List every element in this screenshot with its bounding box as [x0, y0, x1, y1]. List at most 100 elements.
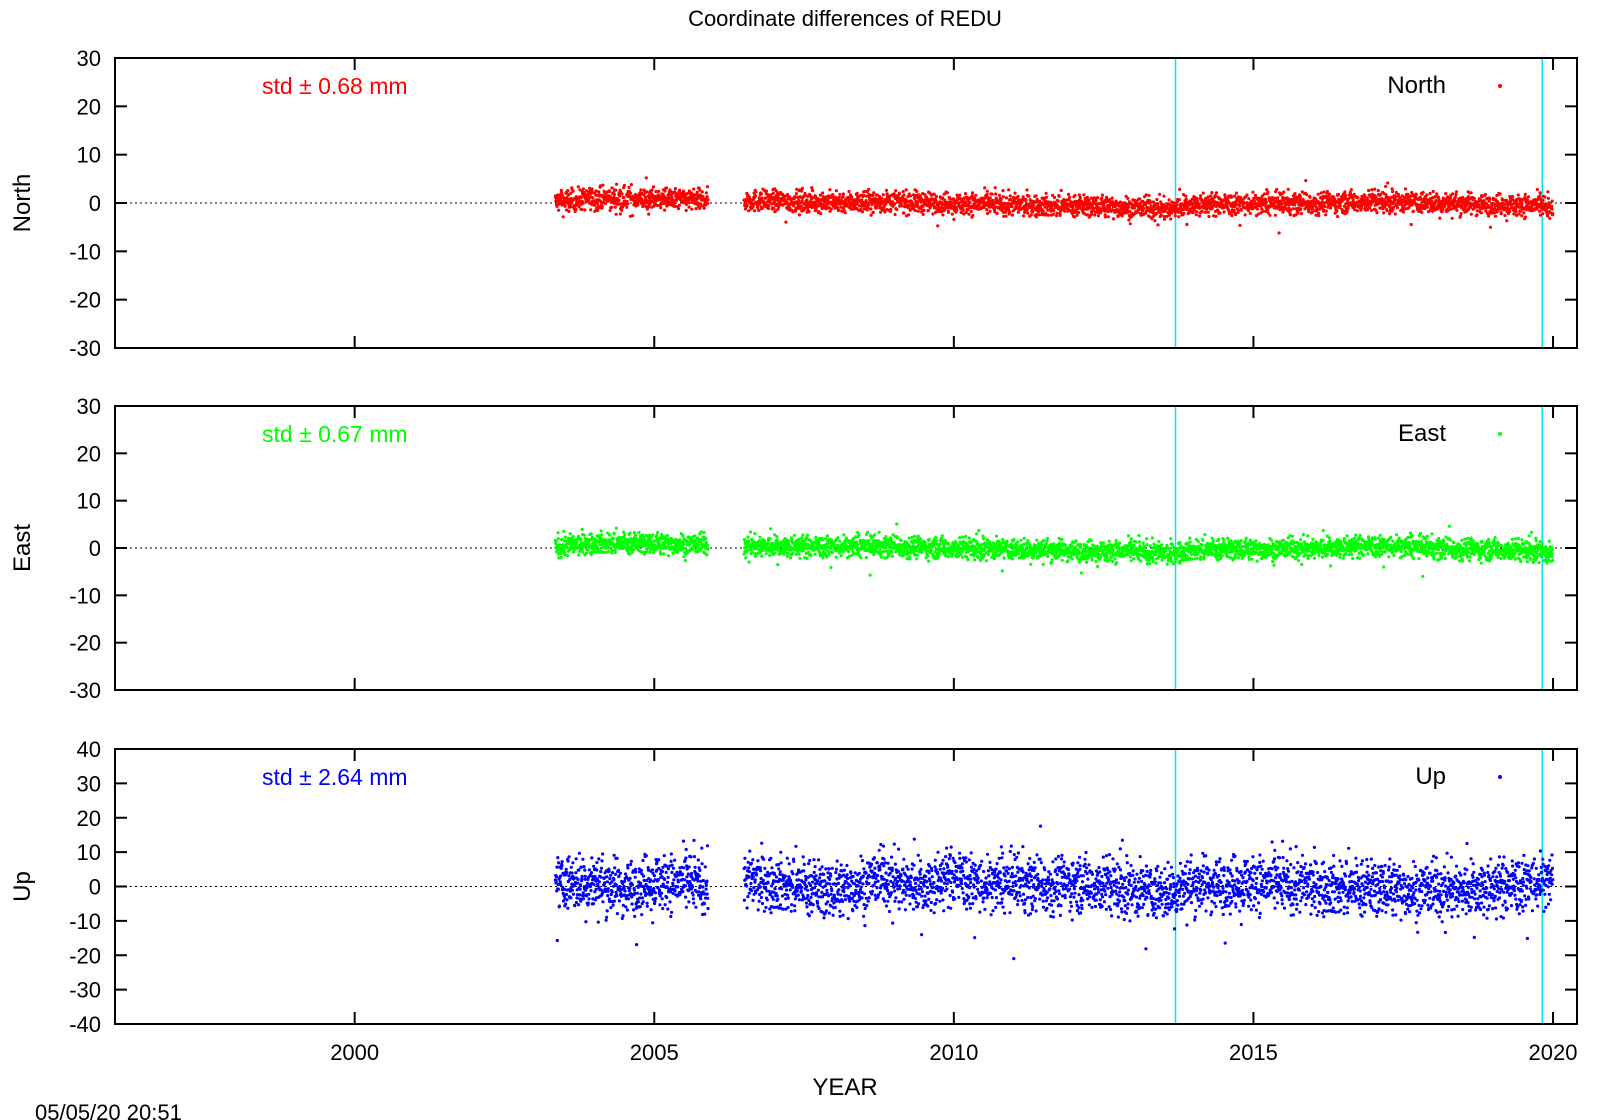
data-point — [1311, 206, 1315, 210]
data-point — [882, 549, 886, 554]
data-point — [698, 188, 702, 192]
data-point — [764, 196, 768, 200]
data-point — [1030, 206, 1034, 211]
data-point — [567, 193, 571, 197]
data-point — [910, 200, 914, 204]
data-point — [913, 534, 917, 538]
data-point — [654, 190, 658, 194]
data-point — [1155, 197, 1159, 202]
data-point — [1214, 191, 1219, 195]
data-point — [1199, 194, 1203, 198]
data-point — [801, 533, 805, 537]
data-point — [985, 189, 989, 193]
data-point — [843, 211, 847, 215]
data-point — [958, 193, 962, 197]
data-point — [570, 201, 574, 205]
data-point — [749, 530, 753, 534]
data-point — [579, 195, 583, 200]
data-point — [934, 539, 939, 543]
data-point — [916, 534, 920, 538]
data-point — [611, 537, 616, 541]
data-point — [983, 186, 987, 190]
data-point — [1021, 195, 1025, 199]
data-point — [967, 200, 971, 204]
data-point — [632, 548, 636, 552]
data-point — [829, 565, 833, 570]
data-point — [673, 187, 678, 191]
data-point — [684, 208, 688, 213]
data-point — [879, 555, 884, 559]
data-point — [959, 211, 963, 215]
data-point — [1488, 197, 1492, 201]
data-point — [869, 207, 873, 211]
data-point — [1368, 206, 1372, 210]
data-point — [754, 190, 758, 194]
data-point — [1472, 196, 1476, 200]
data-point — [1004, 196, 1009, 200]
data-point — [915, 553, 919, 557]
data-point — [1546, 214, 1550, 218]
data-point — [651, 185, 656, 189]
data-point — [1499, 212, 1503, 216]
data-point — [663, 189, 667, 193]
data-point — [902, 549, 906, 554]
data-point — [775, 538, 779, 542]
data-point — [830, 551, 834, 555]
data-point — [681, 534, 685, 538]
data-point — [773, 551, 777, 555]
data-point — [639, 188, 643, 192]
data-point — [777, 205, 781, 209]
data-point — [1067, 198, 1071, 202]
data-point — [1316, 192, 1320, 196]
data-point — [862, 193, 866, 197]
data-point — [1044, 195, 1048, 199]
data-point — [1144, 193, 1148, 197]
data-point — [893, 212, 897, 217]
data-point — [1356, 196, 1360, 200]
data-point — [608, 533, 612, 537]
data-point — [946, 210, 951, 214]
data-point — [993, 210, 997, 214]
data-point — [1127, 218, 1131, 222]
data-point — [1345, 210, 1349, 214]
data-point — [673, 204, 677, 208]
data-point — [1428, 191, 1432, 196]
data-point — [867, 538, 871, 543]
data-point — [1520, 201, 1524, 205]
std-annotation: std ± 0.68 mm — [262, 73, 408, 99]
data-point — [899, 539, 903, 543]
data-point — [774, 209, 778, 213]
data-point — [1538, 191, 1542, 195]
data-point — [610, 186, 614, 190]
data-point — [589, 208, 593, 212]
data-point — [834, 189, 839, 193]
data-point — [663, 208, 667, 212]
data-point — [1411, 209, 1415, 213]
data-point — [1483, 192, 1487, 197]
data-point — [1443, 204, 1447, 208]
data-point — [1008, 194, 1012, 198]
data-point — [771, 191, 775, 195]
data-point — [577, 197, 581, 201]
data-point — [879, 210, 883, 214]
data-point — [1078, 196, 1082, 200]
data-point — [918, 195, 923, 199]
data-point — [677, 203, 682, 207]
data-point — [1041, 209, 1045, 214]
data-point — [914, 548, 918, 553]
data-point — [655, 534, 659, 538]
data-point — [986, 211, 990, 216]
data-point — [961, 208, 965, 212]
data-point — [1052, 195, 1057, 200]
data-point — [622, 530, 626, 534]
data-point — [1073, 193, 1077, 198]
data-point — [1103, 215, 1107, 219]
data-point — [918, 537, 923, 541]
data-point — [781, 203, 785, 207]
data-point — [750, 550, 754, 554]
data-point — [1304, 179, 1308, 183]
data-point — [608, 190, 612, 194]
data-point — [821, 191, 825, 195]
data-point — [680, 195, 685, 199]
data-point — [760, 196, 764, 200]
